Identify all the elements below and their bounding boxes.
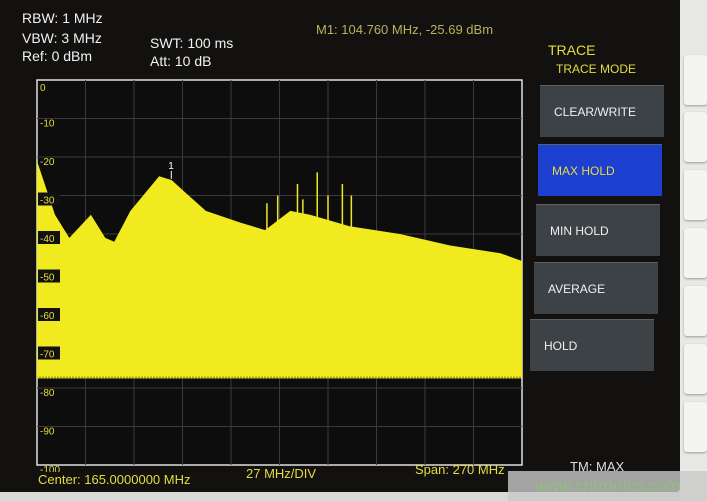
ref-level-label: Ref: 0 dBm [22, 48, 93, 64]
analyzer-screen: RBW: 1 MHz VBW: 3 MHz Ref: 0 dBm SWT: 10… [0, 0, 680, 492]
y-tick-bg [38, 269, 60, 283]
trace-mode-indicator: TM: MAX [570, 459, 625, 474]
sweep-time-label: SWT: 100 ms [150, 35, 234, 51]
y-tick-label: -90 [40, 427, 55, 438]
softkey-2[interactable] [684, 112, 707, 162]
y-tick-label: -80 [40, 388, 55, 399]
y-tick-label: -40 [40, 234, 55, 245]
softkey-6[interactable] [684, 344, 707, 394]
y-tick-label: -50 [40, 273, 55, 284]
clear-write-button[interactable]: CLEAR/WRITE [540, 85, 664, 137]
y-tick-label: 0 [40, 83, 46, 94]
menu-title: TRACE [548, 42, 596, 58]
noise-floor [36, 362, 523, 379]
y-tick-bg [38, 231, 60, 244]
softkey-1[interactable] [684, 55, 707, 105]
softkey-3[interactable] [684, 170, 707, 220]
average-button[interactable]: AVERAGE [534, 262, 658, 314]
softkey-7[interactable] [684, 402, 707, 452]
max-hold-button[interactable]: MAX HOLD [538, 144, 662, 196]
center-frequency-label: Center: 165.0000000 MHz [38, 472, 191, 487]
y-tick-label: -10 [40, 119, 55, 130]
spectrum-plot: 1 0 -10 -20 -30 -40 -50 -60 -70 -80 -90 -100 [36, 79, 523, 472]
marker-readout: M1: 104.760 MHz, -25.69 dBm [316, 22, 494, 37]
y-tick-label: -60 [40, 311, 55, 322]
y-tick-label: -30 [40, 196, 55, 207]
span-label: Span: 270 MHz [415, 462, 505, 477]
vbw-label: VBW: 3 MHz [22, 30, 102, 46]
softkey-4[interactable] [684, 228, 707, 278]
min-hold-button[interactable]: MIN HOLD [536, 204, 660, 256]
frequency-per-div-label: 27 MHz/DIV [246, 466, 317, 481]
y-tick-bg [38, 192, 60, 206]
y-tick-bg [38, 346, 60, 360]
y-tick-label: -70 [40, 350, 55, 361]
y-tick-label: -100 [40, 465, 60, 472]
y-tick-label: -20 [40, 157, 55, 168]
watermark: www.cntronics.com [508, 471, 707, 501]
trace-envelope [37, 160, 522, 377]
hold-button[interactable]: HOLD [530, 319, 654, 371]
attenuation-label: Att: 10 dB [150, 53, 212, 69]
y-tick-bg [38, 308, 60, 321]
marker-label: 1 [168, 161, 174, 172]
rbw-label: RBW: 1 MHz [22, 10, 103, 26]
menu-subtitle: TRACE MODE [556, 62, 637, 76]
softkey-5[interactable] [684, 286, 707, 336]
